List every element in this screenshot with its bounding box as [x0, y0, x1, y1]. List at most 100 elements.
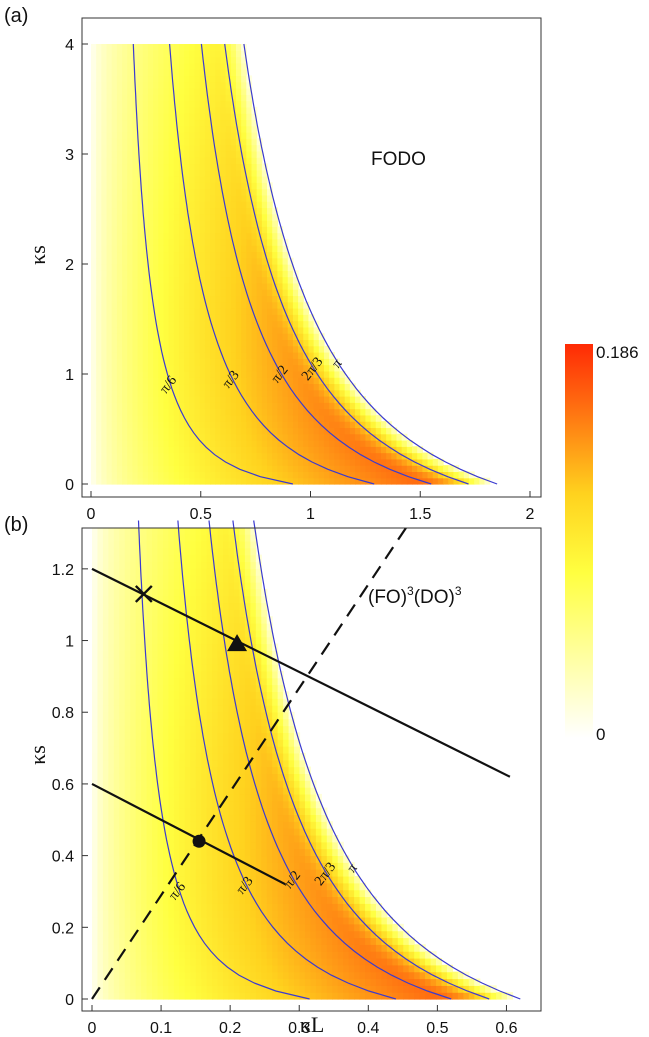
heatmap-cell	[127, 333, 134, 341]
heatmap-cell	[119, 903, 126, 911]
heatmap-cell	[256, 421, 263, 429]
heatmap-cell	[272, 326, 278, 334]
heatmap-cell	[190, 588, 197, 597]
heatmap-cell	[146, 670, 153, 679]
heatmap-cell	[313, 345, 320, 353]
heatmap-cell	[282, 358, 289, 366]
heatmap-cell	[201, 575, 208, 583]
heatmap-cell	[91, 389, 97, 397]
heatmap-cell	[101, 477, 108, 485]
heatmap-cell	[132, 465, 139, 473]
heatmap-cell	[119, 698, 126, 706]
heatmap-cell	[168, 421, 175, 429]
heatmap-cell	[210, 408, 216, 416]
heatmap-cell	[261, 257, 268, 265]
heatmap-cell	[147, 396, 154, 403]
heatmap-cell	[217, 636, 224, 645]
heatmap-cell	[173, 157, 180, 165]
heatmap-cell	[92, 718, 99, 727]
heatmap-cell	[303, 477, 310, 485]
heatmap-cell	[298, 345, 304, 353]
heatmap-cell	[225, 440, 232, 447]
heatmap-cell	[292, 289, 299, 297]
heatmap-cell	[241, 50, 247, 58]
heatmap-cell	[137, 458, 144, 466]
heatmap-cell	[152, 752, 159, 761]
heatmap-cell	[204, 364, 211, 372]
heatmap-cell	[190, 882, 197, 891]
heatmap-cell	[194, 276, 201, 284]
heatmap-cell	[113, 978, 120, 986]
heatmap-cell	[287, 345, 294, 353]
heatmap-cell	[147, 446, 154, 454]
heatmap-cell	[147, 220, 154, 227]
heatmap-cell	[91, 69, 97, 77]
heatmap-cell	[179, 176, 185, 183]
heatmap-cell	[97, 670, 104, 679]
heatmap-cell	[168, 113, 175, 121]
heatmap-cell	[141, 862, 148, 870]
heatmap-cell	[106, 440, 113, 447]
heatmap-cell	[298, 295, 304, 303]
heatmap-cell	[158, 295, 165, 303]
heatmap-cell	[101, 364, 108, 372]
heatmap-cell	[246, 163, 253, 171]
heatmap-cell	[334, 452, 341, 460]
heatmap-cell	[96, 169, 102, 177]
heatmap-cell	[199, 232, 206, 240]
heatmap-cell	[173, 944, 180, 952]
heatmap-cell	[217, 889, 224, 898]
heatmap-cell	[233, 650, 241, 658]
heatmap-cell	[152, 581, 159, 590]
heatmap-cell	[147, 144, 154, 152]
heatmap-cell	[206, 780, 213, 788]
heatmap-cell	[92, 848, 99, 857]
heatmap-cell	[157, 691, 164, 699]
heatmap-cell	[132, 364, 139, 372]
heatmap-cell	[132, 132, 139, 139]
heatmap-cell	[184, 616, 191, 624]
heatmap-cell	[168, 971, 175, 980]
heatmap-cell	[184, 793, 191, 802]
heatmap-cell	[282, 339, 289, 347]
heatmap-cell	[127, 69, 134, 77]
heatmap-cell	[298, 402, 304, 410]
heatmap-cell	[127, 220, 134, 227]
heatmap-cell	[246, 446, 253, 454]
heatmap-cell	[179, 855, 186, 863]
heatmap-cell	[101, 113, 108, 121]
heatmap-cell	[261, 289, 268, 297]
heatmap-cell	[124, 609, 131, 617]
heatmap-cell	[116, 295, 123, 303]
heatmap-cell	[108, 807, 115, 816]
heatmap-cell	[147, 427, 154, 435]
heatmap-cell	[195, 869, 202, 877]
heatmap-cell	[158, 326, 165, 334]
heatmap-cell	[194, 383, 201, 391]
heatmap-cell	[184, 528, 191, 535]
heatmap-cell	[103, 520, 109, 527]
heatmap-cell	[282, 452, 289, 460]
heatmap-cell	[437, 477, 444, 485]
heatmap-cell	[360, 396, 367, 403]
heatmap-cell	[233, 875, 241, 884]
heatmap-cell	[195, 650, 202, 658]
heatmap-cell	[256, 163, 263, 171]
heatmap-cell	[246, 113, 253, 121]
heatmap-cell	[153, 94, 159, 102]
heatmap-cell	[101, 56, 108, 64]
heatmap-cell	[217, 746, 224, 754]
heatmap-cell	[228, 575, 235, 583]
heatmap-cell	[92, 787, 99, 795]
heatmap-cell	[261, 339, 268, 347]
heatmap-cell	[162, 588, 170, 597]
heatmap-cell	[168, 759, 175, 768]
heatmap-cell	[448, 477, 455, 485]
heatmap-cell	[147, 471, 154, 479]
heatmap-cell	[401, 446, 408, 454]
heatmap-cell	[113, 718, 120, 727]
heatmap-cell	[184, 333, 190, 341]
heatmap-cell	[106, 113, 113, 121]
heatmap-cell	[277, 238, 284, 246]
heatmap-cell	[217, 759, 224, 768]
